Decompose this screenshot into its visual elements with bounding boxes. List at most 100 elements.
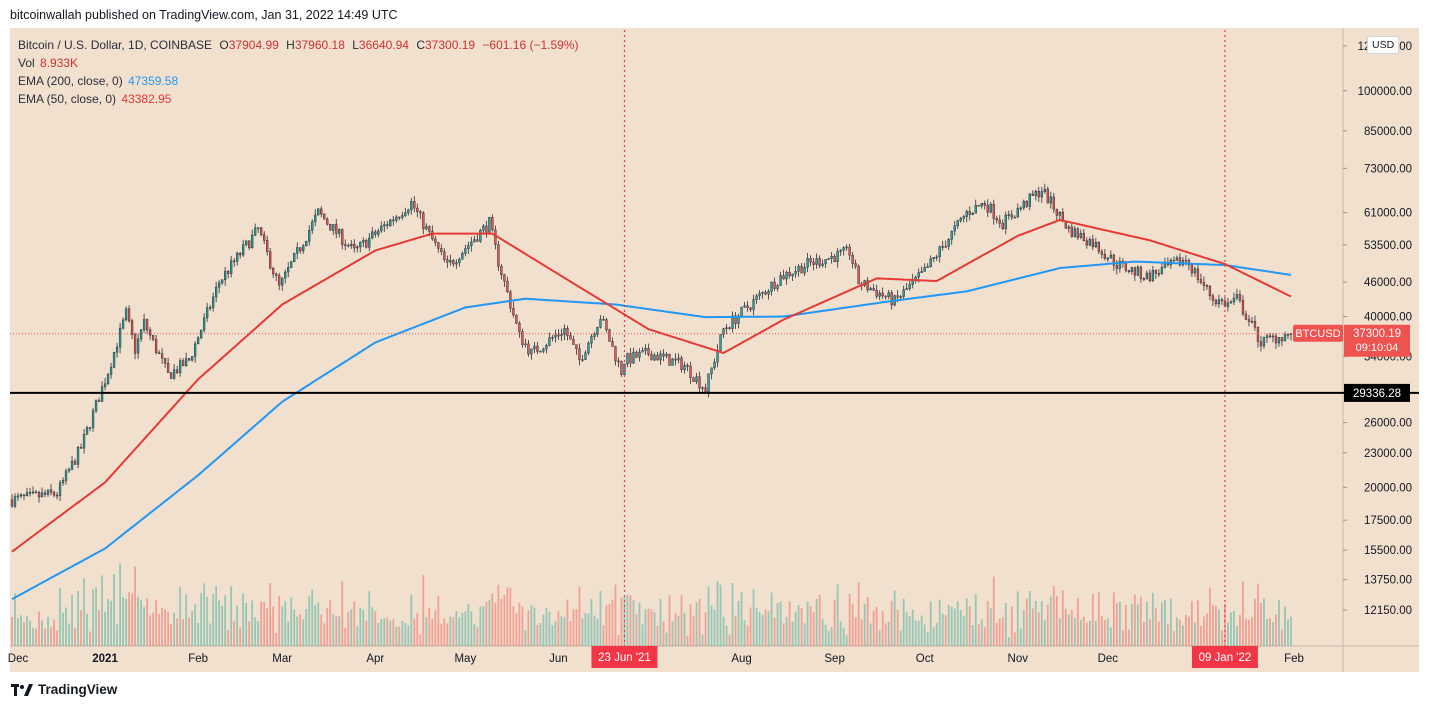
candle-body bbox=[133, 334, 137, 354]
candle-body bbox=[209, 307, 212, 309]
volume-bar bbox=[1172, 630, 1175, 646]
y-tick-label: 73000.00 bbox=[1364, 163, 1412, 175]
candle-body bbox=[272, 267, 275, 275]
last-price-tag bbox=[1344, 324, 1410, 357]
candle-body bbox=[596, 327, 599, 335]
candle-body bbox=[617, 360, 620, 363]
volume-bar bbox=[425, 617, 428, 646]
volume-bar bbox=[1133, 594, 1136, 646]
candle-body bbox=[407, 209, 410, 214]
currency-button[interactable]: USD bbox=[1367, 36, 1400, 54]
publisher-header: bitcoinwallah published on TradingView.c… bbox=[10, 8, 398, 22]
candle-body bbox=[605, 319, 608, 331]
volume-bar bbox=[257, 621, 260, 646]
price-tags: BTCUSD 37300.19 09:10:04 29336.28 bbox=[1293, 324, 1410, 402]
candle-body bbox=[61, 480, 65, 484]
volume-bar bbox=[878, 629, 881, 646]
volume-bar bbox=[1055, 595, 1058, 646]
volume-bar bbox=[938, 599, 941, 646]
volume-bar bbox=[872, 610, 875, 646]
volume-bar bbox=[1157, 621, 1160, 646]
volume-bar bbox=[1073, 617, 1076, 646]
volume-bar bbox=[1269, 617, 1271, 646]
volume-bar bbox=[1118, 601, 1121, 646]
volume-bar bbox=[536, 625, 539, 646]
volume-bar bbox=[443, 618, 446, 646]
candle-body bbox=[1019, 207, 1022, 210]
candle-body bbox=[46, 489, 50, 495]
volume-bar bbox=[545, 607, 548, 646]
volume-bar bbox=[881, 610, 884, 646]
candle-body bbox=[1055, 208, 1058, 216]
candle-body bbox=[16, 495, 20, 498]
volume-bar bbox=[458, 617, 461, 646]
volume-bar bbox=[254, 617, 257, 646]
candle-body bbox=[1052, 196, 1055, 210]
volume-bar bbox=[491, 593, 494, 646]
candle-body bbox=[689, 365, 692, 379]
candle-body bbox=[1124, 262, 1128, 271]
candle-body bbox=[905, 288, 908, 290]
volume-bar bbox=[1236, 626, 1238, 646]
volume-bar bbox=[80, 610, 82, 646]
candle-body bbox=[932, 257, 935, 259]
candle-body bbox=[962, 216, 965, 219]
brand-name: TradingView bbox=[38, 682, 118, 697]
volume-bar bbox=[320, 614, 323, 646]
volume-bar bbox=[647, 608, 650, 646]
volume-bar bbox=[446, 623, 449, 646]
volume-bar bbox=[1130, 603, 1133, 646]
candle-body bbox=[548, 337, 551, 346]
candle-body bbox=[127, 308, 131, 321]
candle-body bbox=[968, 211, 971, 215]
volume-bar bbox=[47, 616, 49, 646]
volume-bar bbox=[71, 594, 73, 646]
volume-bar bbox=[530, 605, 533, 646]
candle-body bbox=[971, 213, 974, 215]
volume-bar bbox=[830, 626, 833, 646]
candle-body bbox=[761, 291, 764, 294]
volume-bar bbox=[1224, 603, 1226, 646]
candle-body bbox=[31, 491, 35, 494]
candle-body bbox=[464, 248, 467, 254]
candle-body bbox=[380, 225, 383, 232]
candle-body bbox=[332, 224, 335, 231]
candle-body bbox=[22, 494, 26, 497]
candle-body bbox=[251, 234, 254, 248]
candle-body bbox=[139, 329, 143, 340]
volume-bar bbox=[1028, 591, 1031, 646]
candle-body bbox=[428, 226, 431, 232]
candle-body bbox=[314, 214, 317, 222]
candle-body bbox=[82, 434, 86, 449]
candle-body bbox=[245, 240, 248, 245]
volume-bar bbox=[578, 586, 581, 646]
candle-body bbox=[1178, 257, 1182, 266]
candle-body bbox=[1082, 232, 1085, 242]
volume-bar bbox=[191, 611, 194, 646]
candle-body bbox=[1016, 208, 1019, 218]
legend-close: 37300.19 bbox=[425, 38, 476, 52]
candle-body bbox=[740, 306, 743, 317]
volume-bar bbox=[854, 617, 857, 646]
volume-bar bbox=[476, 627, 479, 646]
candle-body bbox=[1034, 190, 1037, 196]
volume-bar bbox=[563, 617, 566, 646]
x-tick-label: Aug bbox=[731, 653, 751, 665]
candle-body bbox=[494, 229, 497, 245]
volume-bar bbox=[683, 612, 686, 646]
volume-bar bbox=[206, 596, 209, 646]
candle-body bbox=[317, 208, 320, 216]
candle-body bbox=[950, 230, 953, 240]
volume-bar bbox=[1197, 600, 1199, 646]
volume-bar bbox=[116, 624, 118, 646]
candle-body bbox=[437, 242, 440, 249]
candle-body bbox=[85, 427, 89, 435]
volume-bar bbox=[812, 612, 815, 646]
price-axis: 120000.00100000.0085000.0073000.0061000.… bbox=[1343, 41, 1412, 617]
volume-bar bbox=[713, 609, 716, 646]
volume-bar bbox=[1257, 583, 1259, 646]
candle-body bbox=[710, 367, 713, 375]
candle-body bbox=[94, 400, 98, 412]
volume-bar bbox=[836, 584, 839, 646]
